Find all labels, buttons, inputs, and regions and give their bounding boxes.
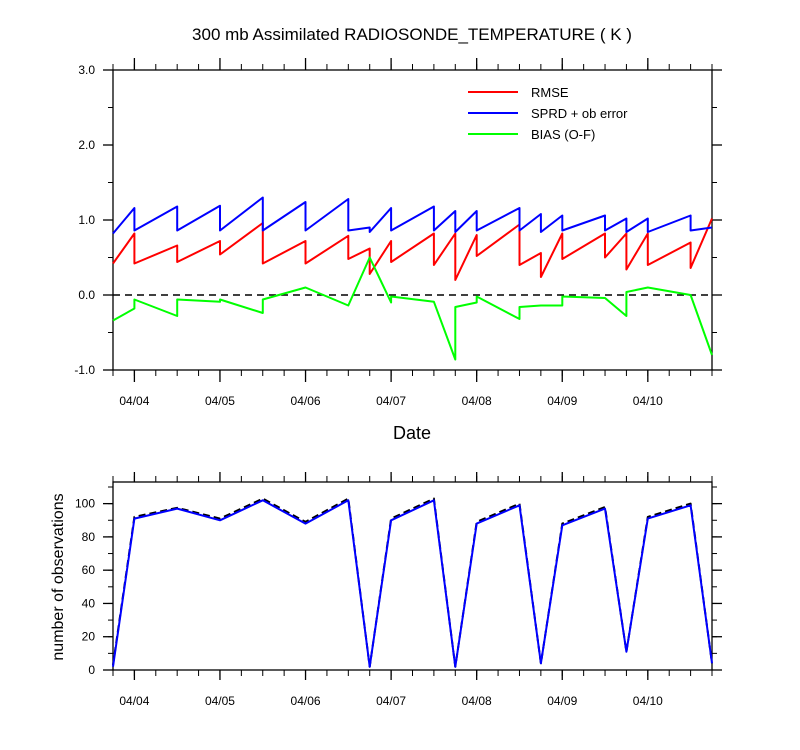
chart-title: 300 mb Assimilated RADIOSONDE_TEMPERATUR… bbox=[192, 25, 632, 44]
y-tick-label: 20 bbox=[82, 630, 96, 644]
bottom-panel: 0 20 40 60 80 100 04/04 04/05 04/06 04/07 04/08 04/… bbox=[75, 472, 722, 708]
legend-label-rmse: RMSE bbox=[531, 85, 569, 100]
x-tick-label: 04/10 bbox=[633, 694, 663, 708]
x-tick-label: 04/07 bbox=[376, 394, 406, 408]
x-tick-label: 04/09 bbox=[547, 694, 577, 708]
x-tick-label: 04/08 bbox=[462, 394, 492, 408]
x-tick-label: 04/09 bbox=[547, 394, 577, 408]
y-tick-label: 1.0 bbox=[78, 213, 95, 227]
y-tick-label: 40 bbox=[82, 596, 96, 610]
x-tick-label: 04/04 bbox=[119, 694, 149, 708]
x-tick-label: 04/10 bbox=[633, 394, 663, 408]
y-tick-label: 100 bbox=[75, 497, 95, 511]
x-tick-label: 04/05 bbox=[205, 394, 235, 408]
y-tick-label: 0 bbox=[88, 663, 95, 677]
x-tick-label: 04/06 bbox=[291, 394, 321, 408]
legend-label-bias-o-f: BIAS (O-F) bbox=[531, 127, 595, 142]
x-axis-label: Date bbox=[393, 423, 431, 443]
y-tick-label: 3.0 bbox=[78, 63, 95, 77]
x-tick-label: 04/06 bbox=[291, 694, 321, 708]
x-tick-label: 04/05 bbox=[205, 694, 235, 708]
x-tick-label: 04/04 bbox=[119, 394, 149, 408]
series-line-sprd-ob-error bbox=[112, 196, 713, 235]
y-tick-label: 0.0 bbox=[78, 288, 95, 302]
y-tick-label: -1.0 bbox=[74, 363, 95, 377]
y-tick-label: 80 bbox=[82, 530, 96, 544]
x-tick-label: 04/07 bbox=[376, 694, 406, 708]
top-panel: -1.0 0.0 1.0 2.0 3.0 04/04 04/05 04/06 04/07 04/0… bbox=[74, 58, 722, 408]
legend-label-sprd-ob-error: SPRD + ob error bbox=[531, 106, 628, 121]
y-axis-label: number of observations bbox=[50, 493, 67, 660]
y-tick-label: 60 bbox=[82, 563, 96, 577]
x-tick-label: 04/08 bbox=[462, 694, 492, 708]
series-line-rmse bbox=[112, 218, 713, 281]
series-line-possible bbox=[112, 497, 713, 668]
series-line-used bbox=[112, 499, 713, 668]
y-tick-label: 2.0 bbox=[78, 138, 95, 152]
series-line-bias-o-f bbox=[112, 256, 713, 361]
